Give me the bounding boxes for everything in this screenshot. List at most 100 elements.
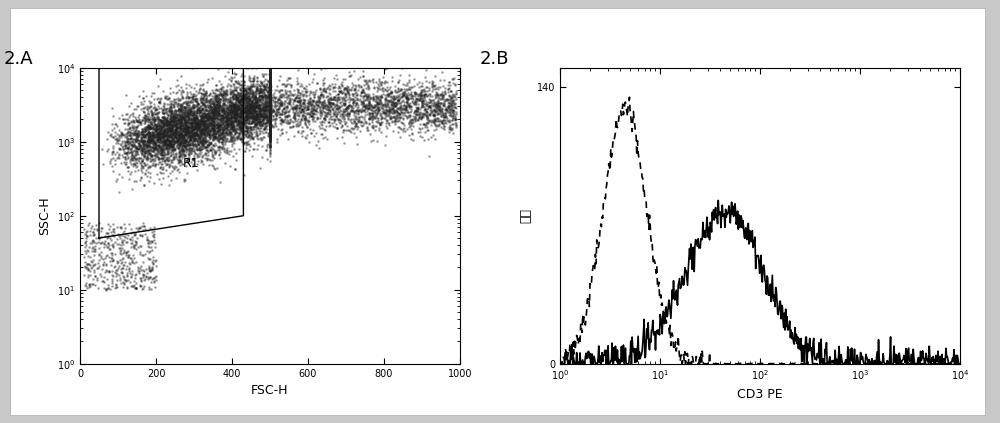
Point: [173, 108, 189, 115]
Point: [400, 109, 416, 115]
Point: [178, 131, 194, 138]
Point: [137, 153, 153, 159]
Point: [262, 106, 278, 113]
Point: [196, 129, 212, 136]
Point: [380, 102, 396, 109]
Point: [447, 116, 463, 123]
Point: [178, 146, 194, 153]
Point: [162, 129, 178, 135]
Point: [235, 126, 251, 132]
Point: [137, 149, 153, 156]
Point: [216, 110, 232, 117]
Point: [257, 103, 273, 110]
Point: [262, 129, 278, 136]
Point: [165, 115, 181, 122]
Point: [429, 102, 445, 109]
Point: [175, 132, 191, 139]
Point: [243, 106, 259, 113]
Point: [163, 124, 179, 130]
Point: [262, 95, 278, 102]
Point: [262, 149, 278, 156]
Point: [173, 88, 189, 95]
Point: [437, 114, 453, 121]
Point: [165, 124, 181, 130]
Point: [218, 130, 234, 137]
Point: [113, 251, 129, 258]
Point: [262, 79, 278, 85]
Point: [305, 104, 321, 111]
Point: [155, 127, 171, 134]
Point: [146, 118, 162, 125]
Point: [262, 107, 278, 114]
Point: [197, 122, 213, 129]
Point: [137, 162, 153, 168]
Point: [248, 100, 264, 107]
Point: [345, 96, 361, 103]
Point: [128, 137, 144, 144]
Point: [206, 119, 222, 126]
Point: [150, 134, 166, 141]
Point: [210, 96, 226, 102]
Point: [150, 113, 166, 120]
Point: [369, 93, 385, 100]
Point: [193, 96, 209, 102]
Point: [441, 101, 457, 108]
Point: [165, 141, 181, 148]
Point: [184, 123, 200, 129]
Point: [167, 133, 183, 140]
Point: [172, 140, 188, 147]
Point: [141, 128, 157, 135]
Point: [156, 158, 172, 165]
Point: [197, 125, 213, 132]
Point: [262, 136, 278, 143]
Point: [447, 104, 463, 111]
Point: [185, 135, 201, 141]
Point: [118, 92, 134, 99]
Point: [159, 130, 175, 137]
Point: [305, 107, 321, 114]
Point: [372, 110, 388, 117]
Point: [236, 140, 252, 147]
Point: [432, 96, 448, 102]
Point: [189, 130, 205, 137]
Point: [262, 72, 278, 79]
Point: [211, 104, 227, 111]
Point: [197, 90, 213, 97]
Point: [239, 99, 255, 105]
Point: [262, 104, 278, 111]
Point: [337, 111, 353, 118]
Point: [166, 118, 182, 125]
Point: [262, 108, 278, 115]
Point: [123, 161, 139, 168]
Point: [210, 100, 226, 107]
Point: [262, 67, 278, 74]
Point: [262, 93, 278, 100]
Point: [337, 98, 353, 105]
Point: [154, 137, 170, 144]
Point: [172, 103, 188, 110]
Point: [167, 134, 183, 140]
Point: [184, 112, 200, 119]
Point: [404, 116, 420, 123]
Point: [85, 229, 101, 236]
Point: [120, 155, 136, 162]
Point: [262, 109, 278, 115]
Point: [233, 73, 249, 80]
Point: [116, 137, 132, 144]
Point: [362, 110, 378, 116]
Point: [246, 125, 262, 132]
Point: [120, 254, 136, 261]
Point: [243, 101, 259, 107]
Point: [251, 86, 267, 93]
Point: [397, 94, 413, 101]
Point: [150, 146, 166, 153]
Point: [377, 115, 393, 122]
Point: [262, 110, 278, 116]
Point: [190, 139, 206, 146]
Point: [361, 98, 377, 104]
Point: [262, 113, 278, 120]
Point: [262, 107, 278, 113]
Point: [160, 111, 176, 118]
Point: [262, 119, 278, 126]
Point: [254, 94, 270, 101]
